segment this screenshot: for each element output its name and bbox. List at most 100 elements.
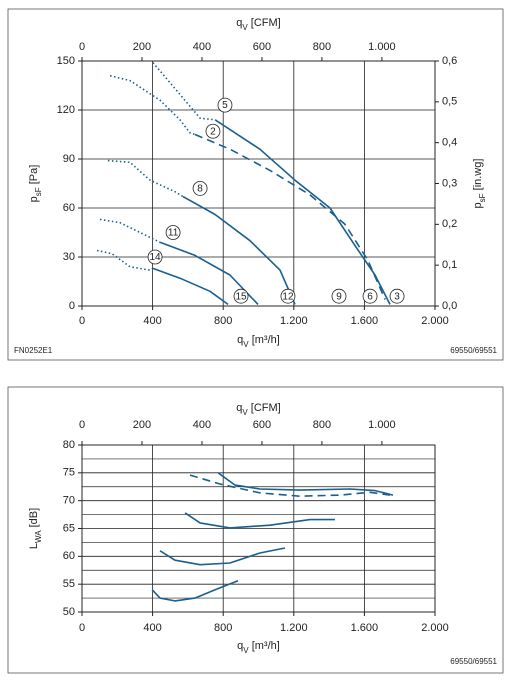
- curve: [151, 580, 239, 602]
- y-axis-title-unit: [dB]: [28, 508, 40, 531]
- y-tick-label: 0: [69, 300, 75, 312]
- annotation: 12: [282, 291, 294, 302]
- footer-left: FN0252E1: [14, 346, 53, 355]
- panel-frame: [7, 8, 504, 361]
- y-axis-title-symbol: p: [28, 196, 40, 202]
- x-axis-title-unit: [m³/h]: [249, 334, 280, 346]
- y-axis-title-unit: [Pa]: [28, 165, 40, 188]
- x-tick-label: 400: [143, 315, 161, 327]
- annotation-circle: [389, 288, 405, 304]
- y-tick-label: 80: [63, 439, 75, 451]
- annotation-circle: [147, 249, 163, 265]
- x-tick-label: 1.200: [280, 622, 308, 634]
- curve: [214, 119, 391, 305]
- annotation: 15: [235, 291, 247, 302]
- footer-right: 69550/69551: [450, 657, 497, 666]
- annotation: 11: [168, 228, 179, 239]
- x-axis-title: qV [m³/h]: [237, 334, 280, 349]
- y2-tick-label: 0,3: [442, 177, 457, 189]
- y2-axis-title-symbol: p: [472, 202, 484, 208]
- curve: [194, 133, 386, 300]
- x2-tick-label: 0: [79, 419, 85, 431]
- y2-tick-label: 0,5: [442, 96, 457, 108]
- curve: [99, 218, 161, 244]
- curve: [109, 74, 196, 136]
- x2-tick-label: 200: [133, 419, 151, 431]
- y2-axis-title-unit: [in.wg]: [472, 159, 484, 194]
- x2-axis-title-unit: [CFM]: [248, 17, 281, 29]
- y-tick-label: 55: [63, 578, 75, 590]
- x-tick-label: 0: [79, 622, 85, 634]
- y2-tick-label: 0,1: [442, 259, 457, 271]
- x2-axis-title: qV [CFM]: [236, 402, 280, 417]
- x-axis-title-symbol: q: [237, 334, 243, 346]
- y-axis-title: psF [Pa]: [28, 165, 43, 203]
- x-tick-label: 2.000: [421, 622, 449, 634]
- x-axis-title: qV [m³/h]: [237, 640, 280, 655]
- panel-frame: [7, 386, 504, 674]
- annotation-circle: [217, 97, 233, 113]
- x-tick-label: 1.200: [280, 315, 308, 327]
- curve: [152, 267, 229, 306]
- x2-axis-title-subscript: V: [242, 23, 248, 32]
- x2-tick-label: 200: [133, 41, 151, 53]
- plot-border: [81, 60, 436, 307]
- curve: [96, 249, 154, 271]
- annotation-circle: [233, 288, 249, 304]
- annotation: 14: [150, 252, 162, 263]
- y-tick-label: 60: [63, 202, 75, 214]
- y-axis-title-symbol: L: [28, 543, 40, 549]
- footer-right: 69550/69551: [450, 346, 497, 355]
- annotation: 2: [210, 126, 216, 137]
- y2-axis-title: psF [in.wg]: [472, 159, 487, 209]
- curve: [217, 472, 394, 496]
- x-tick-label: 0: [79, 315, 85, 327]
- x-tick-label: 1.600: [351, 315, 379, 327]
- x-tick-label: 2.000: [421, 315, 449, 327]
- annotation: 9: [336, 291, 342, 302]
- curve: [107, 159, 184, 198]
- annotation-circle: [280, 288, 296, 304]
- y-axis-title-subscript: WA: [34, 530, 43, 543]
- y-tick-label: 120: [57, 104, 75, 116]
- y2-tick-label: 0,4: [442, 137, 457, 149]
- y-tick-label: 65: [63, 522, 75, 534]
- x-axis-title-subscript: V: [243, 340, 249, 349]
- y-tick-label: 50: [63, 606, 75, 618]
- curve: [159, 547, 286, 566]
- x2-axis-title-subscript: V: [242, 408, 248, 417]
- y-tick-label: 90: [63, 153, 75, 165]
- curve: [152, 62, 216, 121]
- annotation: 8: [197, 184, 203, 195]
- x-axis-title-symbol: q: [237, 640, 243, 652]
- x2-tick-label: 0: [79, 41, 85, 53]
- y-tick-label: 70: [63, 495, 75, 507]
- x2-axis-title-unit: [CFM]: [248, 402, 281, 414]
- annotation-circle: [165, 225, 181, 240]
- x2-tick-label: 800: [313, 41, 331, 53]
- y-tick-label: 75: [63, 467, 75, 479]
- annotation-circle: [192, 180, 208, 196]
- x2-tick-label: 400: [193, 41, 211, 53]
- x2-tick-label: 1.000: [368, 419, 396, 431]
- y2-axis-title-subscript: sF: [478, 193, 487, 202]
- y2-tick-label: 0,0: [442, 300, 457, 312]
- y2-tick-label: 0,2: [442, 218, 457, 230]
- x2-axis-title-symbol: q: [236, 17, 242, 29]
- x-axis-title-unit: [m³/h]: [249, 640, 280, 652]
- x-tick-label: 1.600: [351, 622, 379, 634]
- y-axis-title-subscript: sF: [34, 187, 43, 196]
- x2-axis-title-symbol: q: [236, 402, 242, 414]
- x2-tick-label: 600: [253, 419, 271, 431]
- curve: [184, 512, 335, 529]
- annotation-circle: [331, 288, 347, 304]
- annotation-circle: [205, 123, 221, 139]
- annotation: 5: [222, 100, 228, 111]
- x2-tick-label: 1.000: [368, 41, 396, 53]
- annotation: 3: [394, 291, 400, 302]
- x-tick-label: 800: [214, 315, 232, 327]
- x2-tick-label: 400: [193, 419, 211, 431]
- x2-tick-label: 800: [313, 419, 331, 431]
- annotation: 6: [367, 291, 373, 302]
